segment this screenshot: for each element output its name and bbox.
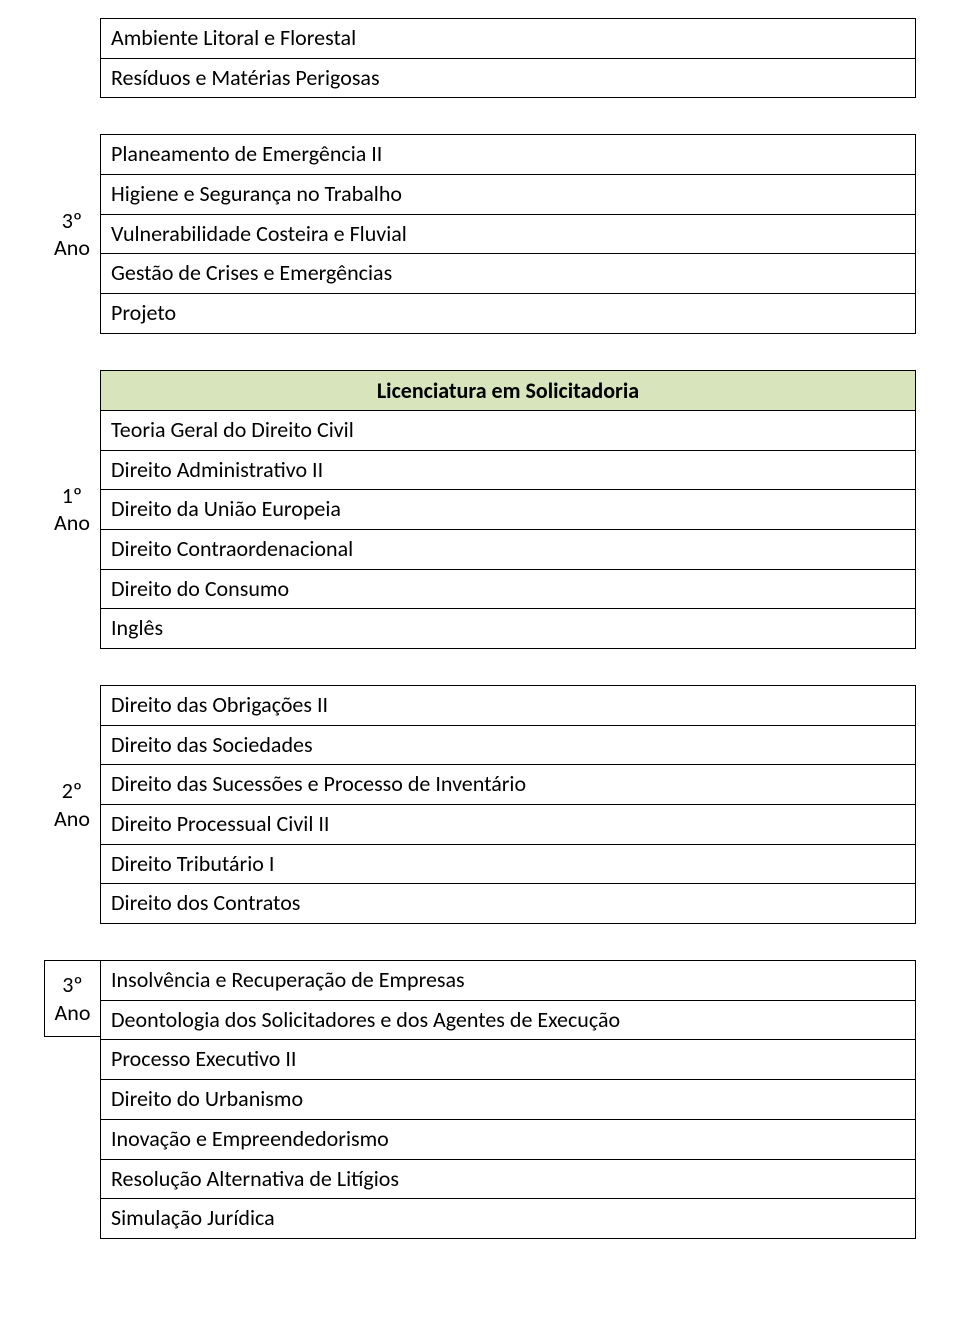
year-cell: 3º Ano: [44, 960, 100, 1037]
year-word: Ano: [54, 805, 90, 833]
table-row: Direito do Urbanismo: [100, 1079, 916, 1120]
table-row: Simulação Jurídica: [100, 1198, 916, 1239]
table-row: Planeamento de Emergência II: [100, 134, 916, 175]
table-row: Projeto: [100, 293, 916, 334]
table-row: Resolução Alternativa de Litígios: [100, 1159, 916, 1200]
table-row: Direito Tributário I: [100, 844, 916, 885]
table-row: Deontologia dos Solicitadores e dos Agen…: [100, 1000, 916, 1041]
year-word: Ano: [55, 999, 91, 1027]
table-row: Direito das Obrigações II: [100, 685, 916, 726]
table-row: Higiene e Segurança no Trabalho: [100, 174, 916, 215]
table-row: Insolvência e Recuperação de Empresas: [100, 960, 916, 1001]
year-number: 1º: [62, 482, 82, 510]
year-number: 2º: [62, 777, 82, 805]
rows-column: Direito das Obrigações II Direito das So…: [100, 685, 916, 924]
rows-column: Insolvência e Recuperação de Empresas De…: [100, 960, 916, 1239]
year-number: 3º: [62, 971, 82, 999]
table-row: Direito Administrativo II: [100, 450, 916, 491]
table-block: 3º Ano Insolvência e Recuperação de Empr…: [44, 960, 916, 1239]
table-row: Direito do Consumo: [100, 569, 916, 610]
rows-column: Ambiente Litoral e Florestal Resíduos e …: [100, 18, 916, 98]
table-row: Inovação e Empreendedorismo: [100, 1119, 916, 1160]
year-cell-empty: [44, 18, 100, 98]
table-block: 3º Ano Planeamento de Emergência II Higi…: [44, 134, 916, 333]
table-block: 1º Ano Licenciatura em Solicitadoria Teo…: [44, 370, 916, 649]
table-row: Direito das Sociedades: [100, 725, 916, 766]
table-block: Ambiente Litoral e Florestal Resíduos e …: [44, 18, 916, 98]
table-row: Direito Contraordenacional: [100, 529, 916, 570]
table-row: Teoria Geral do Direito Civil: [100, 410, 916, 451]
table-block: 2º Ano Direito das Obrigações II Direito…: [44, 685, 916, 924]
table-row: Processo Executivo II: [100, 1039, 916, 1080]
page: Ambiente Litoral e Florestal Resíduos e …: [0, 0, 960, 1315]
table-row: Direito da União Europeia: [100, 489, 916, 530]
table-row: Direito dos Contratos: [100, 883, 916, 924]
year-word: Ano: [54, 234, 90, 262]
table-row: Inglês: [100, 608, 916, 649]
table-row: Resíduos e Matérias Perigosas: [100, 58, 916, 99]
rows-column: Licenciatura em Solicitadoria Teoria Ger…: [100, 370, 916, 649]
year-cell: 1º Ano: [44, 370, 100, 649]
table-row: Ambiente Litoral e Florestal: [100, 18, 916, 59]
year-word: Ano: [54, 509, 90, 537]
year-cell: 2º Ano: [44, 685, 100, 924]
table-row: Vulnerabilidade Costeira e Fluvial: [100, 214, 916, 255]
year-number: 3º: [62, 207, 82, 235]
rows-column: Planeamento de Emergência II Higiene e S…: [100, 134, 916, 333]
table-row: Direito Processual Civil II: [100, 804, 916, 845]
table-row: Gestão de Crises e Emergências: [100, 253, 916, 294]
year-cell: 3º Ano: [44, 134, 100, 333]
table-row: Direito das Sucessões e Processo de Inve…: [100, 764, 916, 805]
section-header: Licenciatura em Solicitadoria: [100, 370, 916, 411]
